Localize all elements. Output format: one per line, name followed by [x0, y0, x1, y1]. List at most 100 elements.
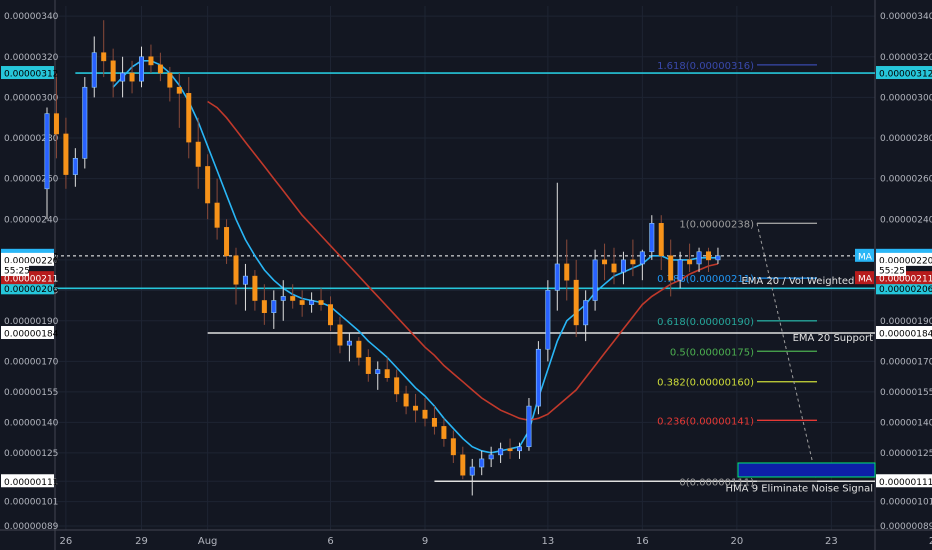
candle-body — [422, 409, 428, 419]
right-price-tag-bg — [876, 66, 932, 80]
y-tick-label: 0.00000155 — [880, 388, 932, 398]
candle-body — [63, 133, 69, 175]
y-tick-label: 0.00000320 — [880, 53, 932, 63]
y-tick-label: 0.00000240 — [4, 215, 59, 225]
candle-body — [403, 393, 409, 407]
y-tick-label: 0.00000101 — [4, 498, 58, 508]
candle-body — [516, 446, 522, 452]
left-price-tag: 0.00000184 — [4, 329, 59, 339]
right-price-tag: 0.00000211 — [879, 275, 932, 285]
candle-body — [224, 227, 230, 257]
countdown-tag: 55:25 — [4, 267, 30, 277]
ma-tag-bg — [855, 271, 874, 285]
candle-body — [337, 324, 343, 346]
candle-body — [526, 405, 532, 448]
right-price-tag-bg — [876, 281, 932, 295]
x-tick-label: 6 — [327, 536, 333, 547]
candle-body — [167, 72, 173, 88]
candle-body — [120, 72, 126, 82]
fib-trend-line — [756, 223, 818, 482]
y-tick-label: 0.00000260 — [4, 175, 59, 185]
candle-body — [365, 357, 371, 374]
candle-body — [261, 300, 267, 313]
candles[interactable] — [44, 20, 721, 496]
candle-body — [649, 223, 655, 253]
candle-body — [602, 259, 608, 265]
candle-body — [507, 448, 513, 452]
candle-body — [101, 52, 107, 62]
candle-body — [148, 56, 154, 66]
right-price-tag: 0.00000312 — [879, 70, 932, 80]
x-tick-label: 23 — [825, 536, 838, 547]
candle-body — [356, 340, 362, 358]
y-tick-label: 0.00000155 — [4, 388, 58, 398]
candle-body — [620, 259, 626, 273]
candle-body — [110, 60, 116, 82]
y-tick-label: 0.00000140 — [4, 418, 59, 428]
candle-body — [592, 259, 598, 301]
fib-level-label: 1(0.00000238) — [679, 219, 754, 230]
candle-body — [715, 255, 721, 261]
right-price-tag-bg — [876, 325, 932, 339]
candle-body — [394, 377, 400, 395]
candle-body — [554, 263, 560, 291]
y-tick-label: 0.00000089 — [4, 522, 59, 532]
candle-body — [271, 300, 277, 313]
candle-body — [479, 458, 485, 468]
left-price-tag-bg — [1, 325, 54, 339]
y-tick-label: 0.00000170 — [4, 357, 59, 367]
y-tick-label: 0.00000101 — [880, 498, 932, 508]
x-tick-label: 16 — [636, 536, 649, 547]
candle-body — [129, 72, 135, 82]
countdown-tag: 55:25 — [879, 267, 905, 277]
y-tick-label: 0.00000280 — [880, 134, 932, 144]
y-tick-label: 0.00000300 — [880, 93, 932, 103]
candle-body — [450, 438, 456, 456]
candle-body — [583, 300, 589, 326]
y-tick-label: 0.00000125 — [880, 449, 932, 459]
left-price-tag: 0.00000211 — [4, 275, 58, 285]
right-price-tag-bg — [876, 252, 932, 266]
candle-body — [658, 223, 664, 257]
candle-body — [214, 202, 220, 228]
fibonacci-levels[interactable]: 1.618(0.00000316) 1(0.00000238) 0.786(0.00… — [657, 61, 818, 488]
fib-level-label: 0.382(0.00000160) — [657, 378, 754, 389]
x-tick-label: 27 — [929, 536, 932, 547]
y-tick-label: 0.00000340 — [4, 12, 59, 22]
chart-annotation: HMA 9 Eliminate Noise Signal — [726, 483, 873, 494]
right-price-tag: 0.00000184 — [879, 329, 932, 339]
y-tick-label: 0.00000190 — [4, 317, 59, 327]
candle-body — [91, 52, 97, 88]
candle-body — [630, 259, 636, 265]
y-tick-label: 0.00000125 — [4, 449, 58, 459]
candle-body — [290, 296, 296, 301]
left-price-tag-bg — [1, 66, 54, 80]
candle-body — [242, 275, 248, 285]
candle-body — [687, 259, 693, 265]
candle-body — [318, 300, 324, 305]
y-tick-label: 0.00000320 — [4, 53, 59, 63]
candle-body — [545, 290, 551, 350]
candle-body — [195, 141, 201, 167]
moving-average-line — [207, 100, 719, 422]
left-price-tag-bg — [1, 252, 54, 266]
candle-body — [413, 405, 419, 411]
countdown-tag-bg — [876, 263, 906, 277]
right-price-tag-bg — [876, 474, 932, 488]
candle-body — [280, 296, 286, 301]
time-axis[interactable]: 26 29 Aug 6 9 13 16 20 23 27 — [60, 536, 932, 547]
candle-body — [72, 158, 78, 175]
horizontal-lines[interactable] — [47, 72, 875, 483]
candle-body — [573, 279, 579, 326]
left-price-tag: 0.00000111 — [4, 478, 58, 488]
candle-body — [205, 166, 211, 204]
y-tick-label: 0.00000260 — [880, 175, 932, 185]
fib-level-label: 0.618(0.00000190) — [657, 317, 754, 328]
left-price-tag-bg — [1, 474, 54, 488]
moving-averages[interactable] — [112, 60, 719, 454]
candle-body — [498, 448, 504, 456]
candle-body — [327, 304, 333, 326]
left-price-tag-bg — [1, 281, 54, 295]
